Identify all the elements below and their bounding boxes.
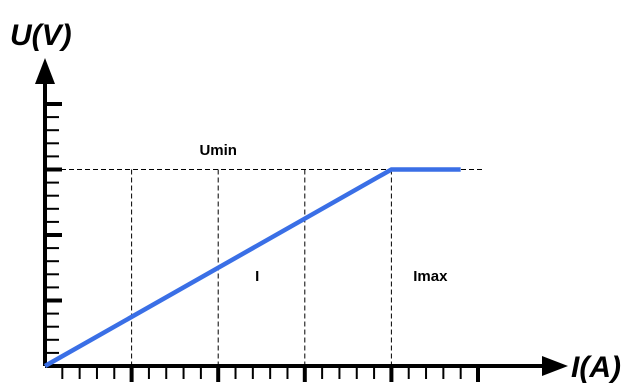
x-axis-title: I(A): [571, 351, 621, 384]
series-line-0: [43, 167, 461, 368]
annotation-i: I: [255, 268, 259, 285]
y-axis-arrow: [35, 58, 55, 84]
y-axis-title: U(V): [10, 19, 72, 52]
annotation-imax: Imax: [413, 268, 448, 285]
annotations: Umin I Imax: [199, 142, 448, 285]
y-axis-ticks: [45, 102, 62, 354]
axes: [35, 58, 568, 376]
x-axis-ticks: [61, 366, 480, 382]
annotation-umin: Umin: [199, 142, 237, 159]
series: [43, 167, 461, 368]
x-axis-arrow: [542, 356, 568, 376]
